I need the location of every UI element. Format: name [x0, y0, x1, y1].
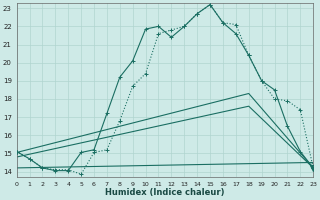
X-axis label: Humidex (Indice chaleur): Humidex (Indice chaleur) — [105, 188, 225, 197]
